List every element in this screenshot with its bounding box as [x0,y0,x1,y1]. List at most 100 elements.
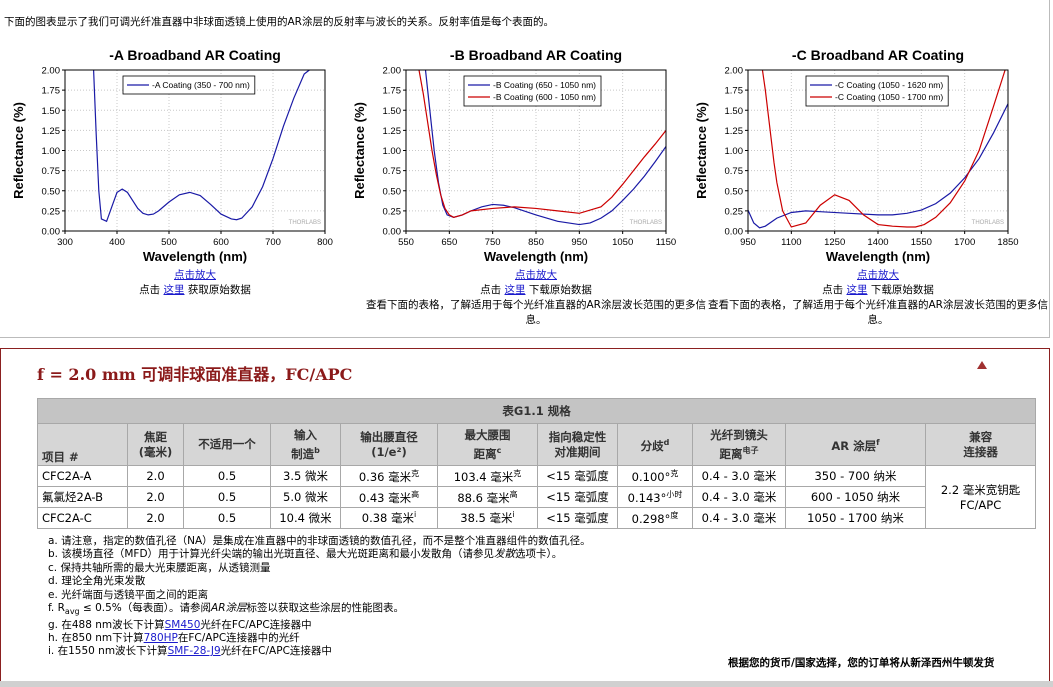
cell-note: i [512,510,515,520]
cell-note: i [414,510,417,520]
data-line [761,70,1006,228]
y-tick-label: 1.50 [383,106,402,117]
cell-text: 103.4 毫米 [453,469,514,484]
table-cell: 88.6 毫米高 [437,486,538,508]
footnote-text: 理论全角光束发散 [61,575,146,588]
y-axis-label: Reflectance (%) [352,102,367,199]
table-cell: 600 - 1050 纳米 [785,486,926,508]
y-tick-label: 0.00 [383,227,402,238]
y-tick-label: 1.25 [725,126,744,137]
table-cell: 0.5 [183,507,271,529]
table-cell: CFC2A-C [37,507,128,529]
y-tick-label: 2.00 [383,66,402,77]
data-link[interactable]: 这里 [163,284,185,296]
header-line: (毫米) [138,444,173,459]
back-to-top[interactable] [976,360,988,370]
header-line: 距离 [473,446,497,461]
x-tick-label: 750 [485,237,501,248]
intro-text: 下面的图表显示了我们可调光纤准直器中非球面透镜上使用的AR涂层的反射率与波长的关… [4,16,554,28]
x-tick-label: 1100 [781,237,801,248]
x-tick-label: 1150 [656,237,676,248]
chart-note: 点击放大 点击 这里 获取原始数据 [25,268,365,298]
table-cell: 0.43 毫米高 [340,486,438,508]
footnote-label: i. [48,645,55,658]
y-tick-label: 0.00 [725,227,744,238]
zoom-line: 点击放大 [25,268,365,283]
footnote: b. 该模场直径（MFD）用于计算光纤尖端的输出光斑直径、最大光斑距离和最小发散… [48,548,591,561]
y-axis-label: Reflectance (%) [11,102,26,199]
y-tick-label: 1.50 [725,106,744,117]
footnote-text: 标签以获取这些涂层的性能图表。 [246,602,405,615]
x-tick-label: 1400 [867,237,888,248]
header-line: 对准期间 [554,444,601,459]
table-cell: 0.100°克 [617,465,693,487]
x-tick-label: 600 [213,237,229,248]
header-line: 分歧 [640,438,664,453]
chart-note: 点击放大 点击 这里 下载原始数据 查看下面的表格，了解适用于每个光纤准直器的AR涂… [708,268,1048,328]
table-cell: 0.36 毫米克 [340,465,438,487]
cell-note: 高 [411,489,420,499]
cell-text: 0.298° [631,511,671,526]
footnote: e. 光纤端面与透镜平面之间的距离 [48,589,591,602]
compat-cell: 2.2 毫米宽钥匙 FC/APC [924,465,1037,529]
footnote-label: d. [48,575,59,588]
data-text: 点击 [139,284,161,296]
zoom-link[interactable]: 点击放大 [174,269,216,281]
x-tick-label: 950 [571,237,587,248]
x-tick-label: 1700 [954,237,975,248]
y-tick-label: 0.50 [725,186,744,197]
chart-panel [0,0,1050,338]
footnote: c. 保持共轴所需的最大光束腰距离，从透镜测量 [48,562,591,575]
caption-row: 表G1.1 规格 [36,398,1037,424]
data-link[interactable]: 这里 [846,284,868,296]
table-cell: 2.0 [127,486,184,508]
data-link[interactable]: 这里 [504,284,526,296]
x-axis-label: Wavelength (nm) [826,249,930,264]
footnote-text: 选项卡）。 [515,548,563,561]
zoom-link[interactable]: 点击放大 [515,269,557,281]
footnote-text: ≤ 0.5%（每表面）。请参阅 [79,602,212,615]
y-tick-label: 1.75 [725,86,744,97]
table-cell: 0.5 [183,465,271,487]
y-tick-label: 1.00 [383,146,402,157]
legend-label: -A Coating (350 - 700 nm) [152,80,250,90]
table-cell: 5.0 微米 [270,486,341,508]
zoom-link[interactable]: 点击放大 [857,269,899,281]
table-cell: 2.0 [127,507,184,529]
table-caption: 表G1.1 规格 [36,398,1037,424]
x-tick-label: 850 [528,237,544,248]
y-tick-label: 0.25 [725,206,744,217]
footnote-text: 请注意，指定的数值孔径（NA）是集成在准直器中的非球面透镜的数值孔径，而不是整个… [61,535,591,547]
header-line: 最大腰围 [464,427,511,442]
triangle-icon[interactable] [977,361,987,369]
table-cell: 103.4 毫米克 [437,465,538,487]
header-line: 项目 # [42,450,79,464]
data-line: 点击 这里 下载原始数据 [708,283,1048,298]
zoom-line: 点击放大 [366,268,706,283]
chart-note: 点击放大 点击 这里 下载原始数据 查看下面的表格，了解适用于每个光纤准直器的AR涂… [366,268,706,328]
table-cell: 0.4 - 3.0 毫米 [692,507,786,529]
column-header: 焦距 (毫米) [127,423,184,466]
legend-label: -C Coating (1050 - 1620 nm) [835,80,943,90]
x-tick-label: 1050 [612,237,633,248]
header-line: (1/e²) [371,444,407,459]
footnotes: a. 请注意，指定的数值孔径（NA）是集成在准直器中的非球面透镜的数值孔径，而不… [48,535,591,659]
data-text: 点击 [480,284,502,296]
footnote-link[interactable]: SMF-28-J9 [167,645,221,658]
header-line: 连接器 [963,444,998,459]
x-tick-label: 700 [265,237,281,248]
table-cell: <15 毫弧度 [537,486,618,508]
table-cell: 2.0 [127,465,184,487]
footnote-link[interactable]: 780HP [143,631,178,644]
data-line [418,70,666,218]
data-text: 下载原始数据 [528,284,592,296]
x-tick-label: 500 [161,237,177,248]
footnote-link[interactable]: SM450 [164,618,201,631]
data-text: 点击 [822,284,844,296]
legend-box [122,75,256,95]
header-line: 光纤到镜头 [710,427,768,442]
y-tick-label: 0.75 [383,166,402,177]
footnote: a. 请注意，指定的数值孔径（NA）是集成在准直器中的非球面透镜的数值孔径，而不… [48,535,591,548]
table-cell: 氟氯烃2A-B [37,486,128,508]
product-section [0,348,1050,683]
